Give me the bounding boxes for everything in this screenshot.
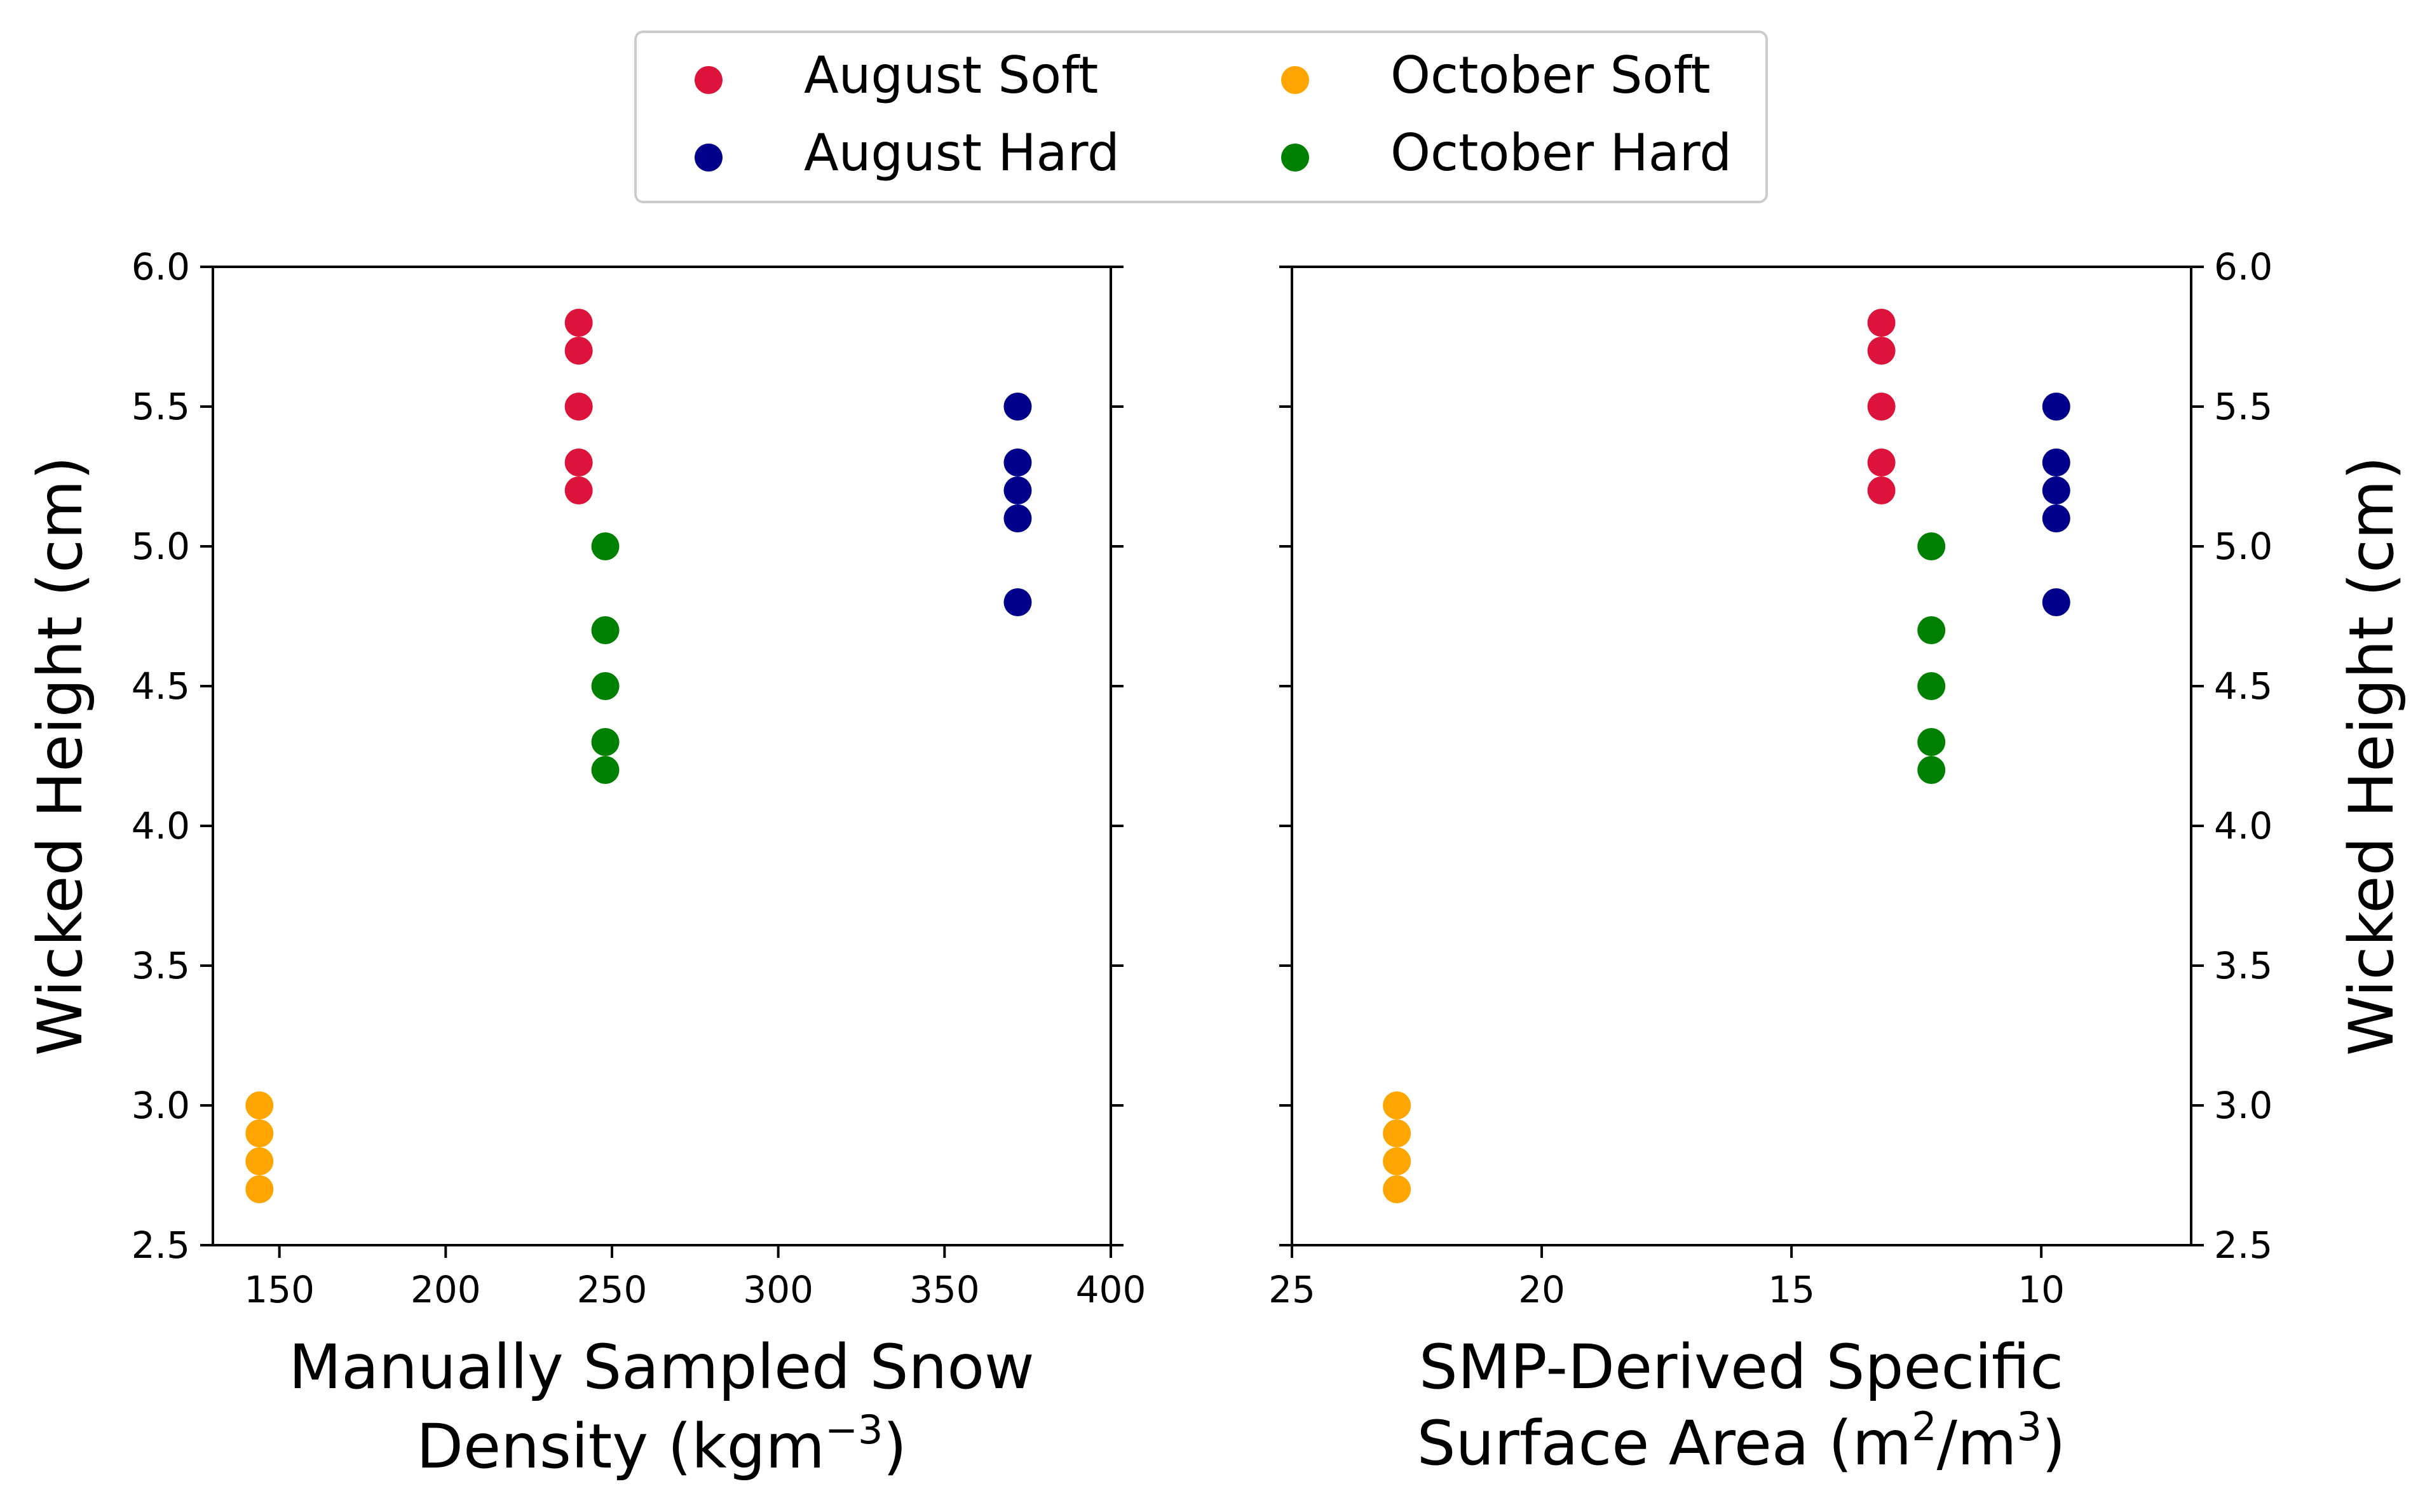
left-point-october-soft bbox=[245, 1091, 274, 1119]
legend-entry-august-soft: August Soft bbox=[695, 46, 1098, 105]
left-point-october-soft bbox=[245, 1147, 274, 1175]
right-y-axis-label: Wicked Height (cm) bbox=[2336, 456, 2407, 1056]
left-point-august-soft bbox=[564, 337, 593, 365]
legend-marker-october-hard bbox=[1281, 144, 1309, 172]
right-point-october-soft bbox=[1383, 1119, 1411, 1147]
left-point-october-hard bbox=[591, 672, 620, 700]
right-point-august-soft bbox=[1867, 449, 1896, 476]
legend-box bbox=[634, 30, 1768, 203]
left-point-october-soft bbox=[245, 1119, 274, 1147]
right-xtick-label: 10 bbox=[2018, 1268, 2065, 1311]
left-xtick-label: 200 bbox=[411, 1268, 481, 1311]
left-x-axis-label-line2: Density (kgm−3) bbox=[416, 1407, 907, 1482]
left-point-august-soft bbox=[564, 476, 593, 504]
legend-entry-october-hard: October Hard bbox=[1281, 123, 1732, 182]
left-ytick-label: 5.0 bbox=[132, 525, 190, 568]
legend-label-august-soft: August Soft bbox=[804, 46, 1098, 105]
legend-marker-august-soft bbox=[695, 66, 723, 94]
right-point-august-soft bbox=[1867, 309, 1896, 337]
right-data-points bbox=[1383, 309, 2070, 1203]
right-point-august-hard bbox=[2042, 476, 2070, 504]
right-ytick-label: 4.5 bbox=[2214, 665, 2272, 708]
right-x-ticks: 25 20 15 10 bbox=[1268, 1245, 2065, 1311]
left-point-october-hard bbox=[591, 532, 620, 560]
left-ytick-label: 3.0 bbox=[132, 1084, 190, 1127]
right-xtick-label: 15 bbox=[1768, 1268, 1815, 1311]
right-point-october-hard bbox=[1917, 616, 1946, 644]
right-ytick-label: 5.5 bbox=[2214, 385, 2272, 428]
left-point-october-hard bbox=[591, 616, 620, 644]
right-point-october-soft bbox=[1383, 1091, 1411, 1119]
right-ytick-label: 4.0 bbox=[2214, 804, 2272, 847]
right-ytick-label: 5.0 bbox=[2214, 525, 2272, 568]
legend-entry-october-soft: October Soft bbox=[1281, 46, 1710, 105]
right-panel: 2.5 3.0 3.5 4.0 4.5 5.0 5.5 6.0 25 20 15 10 Wicked… bbox=[1268, 245, 2407, 1479]
right-ytick-label: 2.5 bbox=[2214, 1224, 2272, 1267]
right-x-axis-label-line2: Surface Area (m2/m3) bbox=[1417, 1403, 2066, 1479]
left-ytick-label: 4.5 bbox=[132, 665, 190, 708]
legend-marker-october-soft bbox=[1281, 66, 1309, 94]
right-ytick-label: 3.0 bbox=[2214, 1084, 2272, 1127]
right-ytick-label: 6.0 bbox=[2214, 245, 2272, 288]
left-y-ticks: 2.5 3.0 3.5 4.0 4.5 5.0 5.5 6.0 bbox=[132, 245, 1124, 1267]
right-xtick-label: 25 bbox=[1268, 1268, 1315, 1311]
left-ytick-label: 5.5 bbox=[132, 385, 190, 428]
left-data-points bbox=[245, 309, 1032, 1203]
right-point-august-hard bbox=[2042, 393, 2070, 421]
right-point-october-hard bbox=[1917, 672, 1946, 700]
right-point-october-hard bbox=[1917, 756, 1946, 784]
left-x-axis-label-line1: Manually Sampled Snow bbox=[289, 1332, 1034, 1403]
right-point-october-soft bbox=[1383, 1147, 1411, 1175]
left-plot-frame bbox=[212, 266, 1112, 1246]
left-point-august-soft bbox=[564, 393, 593, 421]
left-xtick-label: 250 bbox=[577, 1268, 648, 1311]
left-ytick-label: 6.0 bbox=[132, 245, 190, 288]
left-xtick-label: 150 bbox=[244, 1268, 315, 1311]
legend: August Soft August Hard October Soft Oct… bbox=[634, 30, 1768, 203]
right-y-ticks: 2.5 3.0 3.5 4.0 4.5 5.0 5.5 6.0 bbox=[1279, 245, 2272, 1267]
left-point-october-hard bbox=[591, 756, 620, 784]
right-point-august-soft bbox=[1867, 476, 1896, 504]
left-point-august-soft bbox=[564, 309, 593, 337]
legend-marker-august-hard bbox=[695, 144, 723, 172]
left-point-august-hard bbox=[1003, 588, 1032, 616]
left-point-october-soft bbox=[245, 1175, 274, 1203]
left-point-october-hard bbox=[591, 728, 620, 756]
right-point-august-hard bbox=[2042, 449, 2070, 476]
left-point-august-soft bbox=[564, 449, 593, 476]
right-point-august-soft bbox=[1867, 393, 1896, 421]
right-ytick-label: 3.5 bbox=[2214, 944, 2272, 987]
right-point-october-hard bbox=[1917, 728, 1946, 756]
left-ytick-label: 4.0 bbox=[132, 804, 190, 847]
right-x-axis-label-line1: SMP-Derived Specific bbox=[1419, 1332, 2063, 1403]
left-point-august-hard bbox=[1003, 504, 1032, 532]
legend-label-august-hard: August Hard bbox=[804, 123, 1120, 182]
left-xtick-label: 400 bbox=[1076, 1268, 1146, 1311]
legend-label-october-hard: October Hard bbox=[1390, 123, 1732, 182]
legend-label-october-soft: October Soft bbox=[1390, 46, 1710, 105]
left-ytick-label: 3.5 bbox=[132, 944, 190, 987]
left-x-ticks: 150 200 250 300 350 400 bbox=[244, 1245, 1146, 1311]
right-point-october-hard bbox=[1917, 532, 1946, 560]
left-xtick-label: 350 bbox=[909, 1268, 980, 1311]
right-point-august-hard bbox=[2042, 588, 2070, 616]
left-point-august-hard bbox=[1003, 476, 1032, 504]
left-y-axis-label: Wicked Height (cm) bbox=[25, 456, 96, 1056]
left-point-august-hard bbox=[1003, 393, 1032, 421]
left-point-august-hard bbox=[1003, 449, 1032, 476]
left-xtick-label: 300 bbox=[743, 1268, 813, 1311]
left-ytick-label: 2.5 bbox=[132, 1224, 190, 1267]
right-point-august-soft bbox=[1867, 337, 1896, 365]
legend-entry-august-hard: August Hard bbox=[695, 123, 1120, 182]
right-point-october-soft bbox=[1383, 1175, 1411, 1203]
left-panel: 2.5 3.0 3.5 4.0 4.5 5.0 5.5 6.0 150 200 250 300 350… bbox=[25, 245, 1146, 1482]
right-point-august-hard bbox=[2042, 504, 2070, 532]
right-plot-frame bbox=[1291, 266, 2192, 1246]
right-xtick-label: 20 bbox=[1518, 1268, 1565, 1311]
